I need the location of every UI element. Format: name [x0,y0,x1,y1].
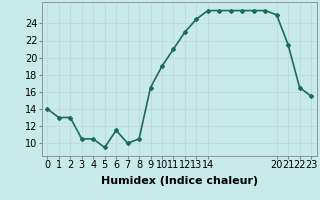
X-axis label: Humidex (Indice chaleur): Humidex (Indice chaleur) [100,176,258,186]
